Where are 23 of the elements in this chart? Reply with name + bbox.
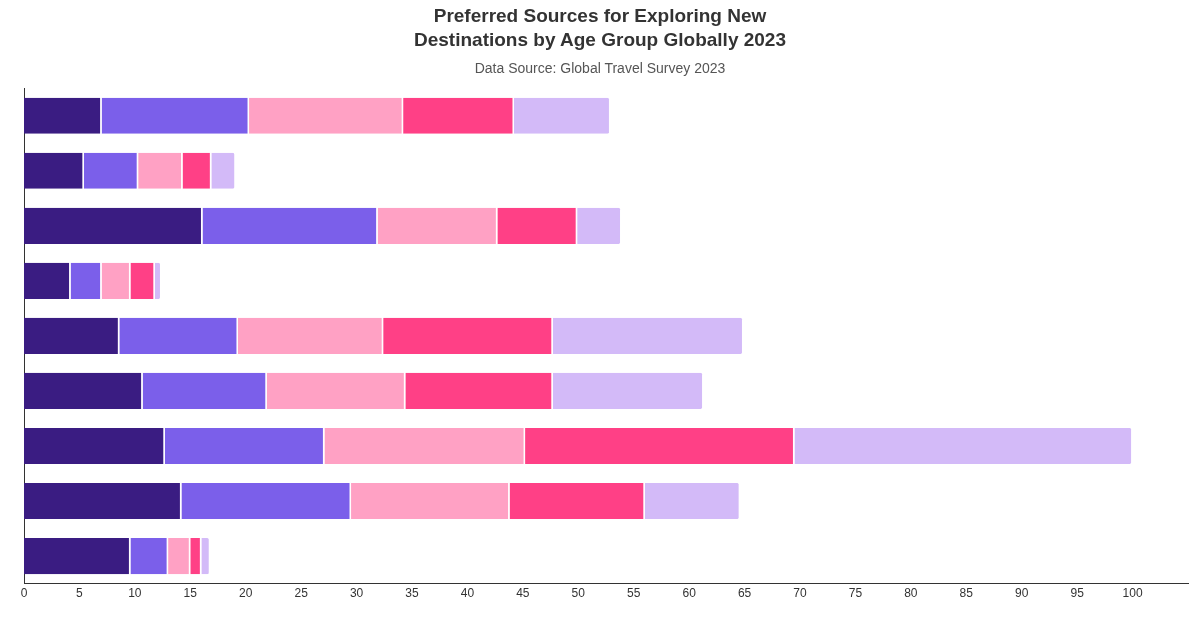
x-tick-label: 80: [904, 586, 918, 601]
x-tick-label: 55: [627, 586, 641, 601]
x-tick-label: 85: [959, 586, 974, 601]
x-tick-label: 20: [239, 586, 253, 601]
x-tick-label: 95: [1070, 586, 1085, 601]
x-tick-label: 40: [460, 586, 475, 601]
x-tick-label: 25: [294, 586, 309, 601]
x-tick-label: 10: [128, 586, 142, 601]
x-tick-label: 35: [405, 586, 419, 601]
x-tick-label: 30: [349, 586, 364, 601]
x-tick-label: 45: [516, 586, 530, 601]
x-tick-label: 5: [76, 586, 84, 601]
x-tick-label: 100: [1122, 586, 1143, 601]
x-tick-label: 90: [1015, 586, 1029, 601]
chart-title: Preferred Sources for Exploring New Destinations by Age Group Globally 2023: [413, 4, 787, 52]
chart-subtitle: Data Source: Global Travel Survey 2023: [473, 60, 727, 78]
x-tick-label: 60: [682, 586, 697, 601]
x-tick-label: 65: [737, 586, 752, 601]
x-tick-label: 15: [183, 586, 198, 601]
x-tick-label: 70: [793, 586, 807, 601]
x-tick-label: 50: [571, 586, 586, 601]
x-tick-label: 0: [20, 586, 28, 601]
x-tick-label: 75: [848, 586, 863, 601]
